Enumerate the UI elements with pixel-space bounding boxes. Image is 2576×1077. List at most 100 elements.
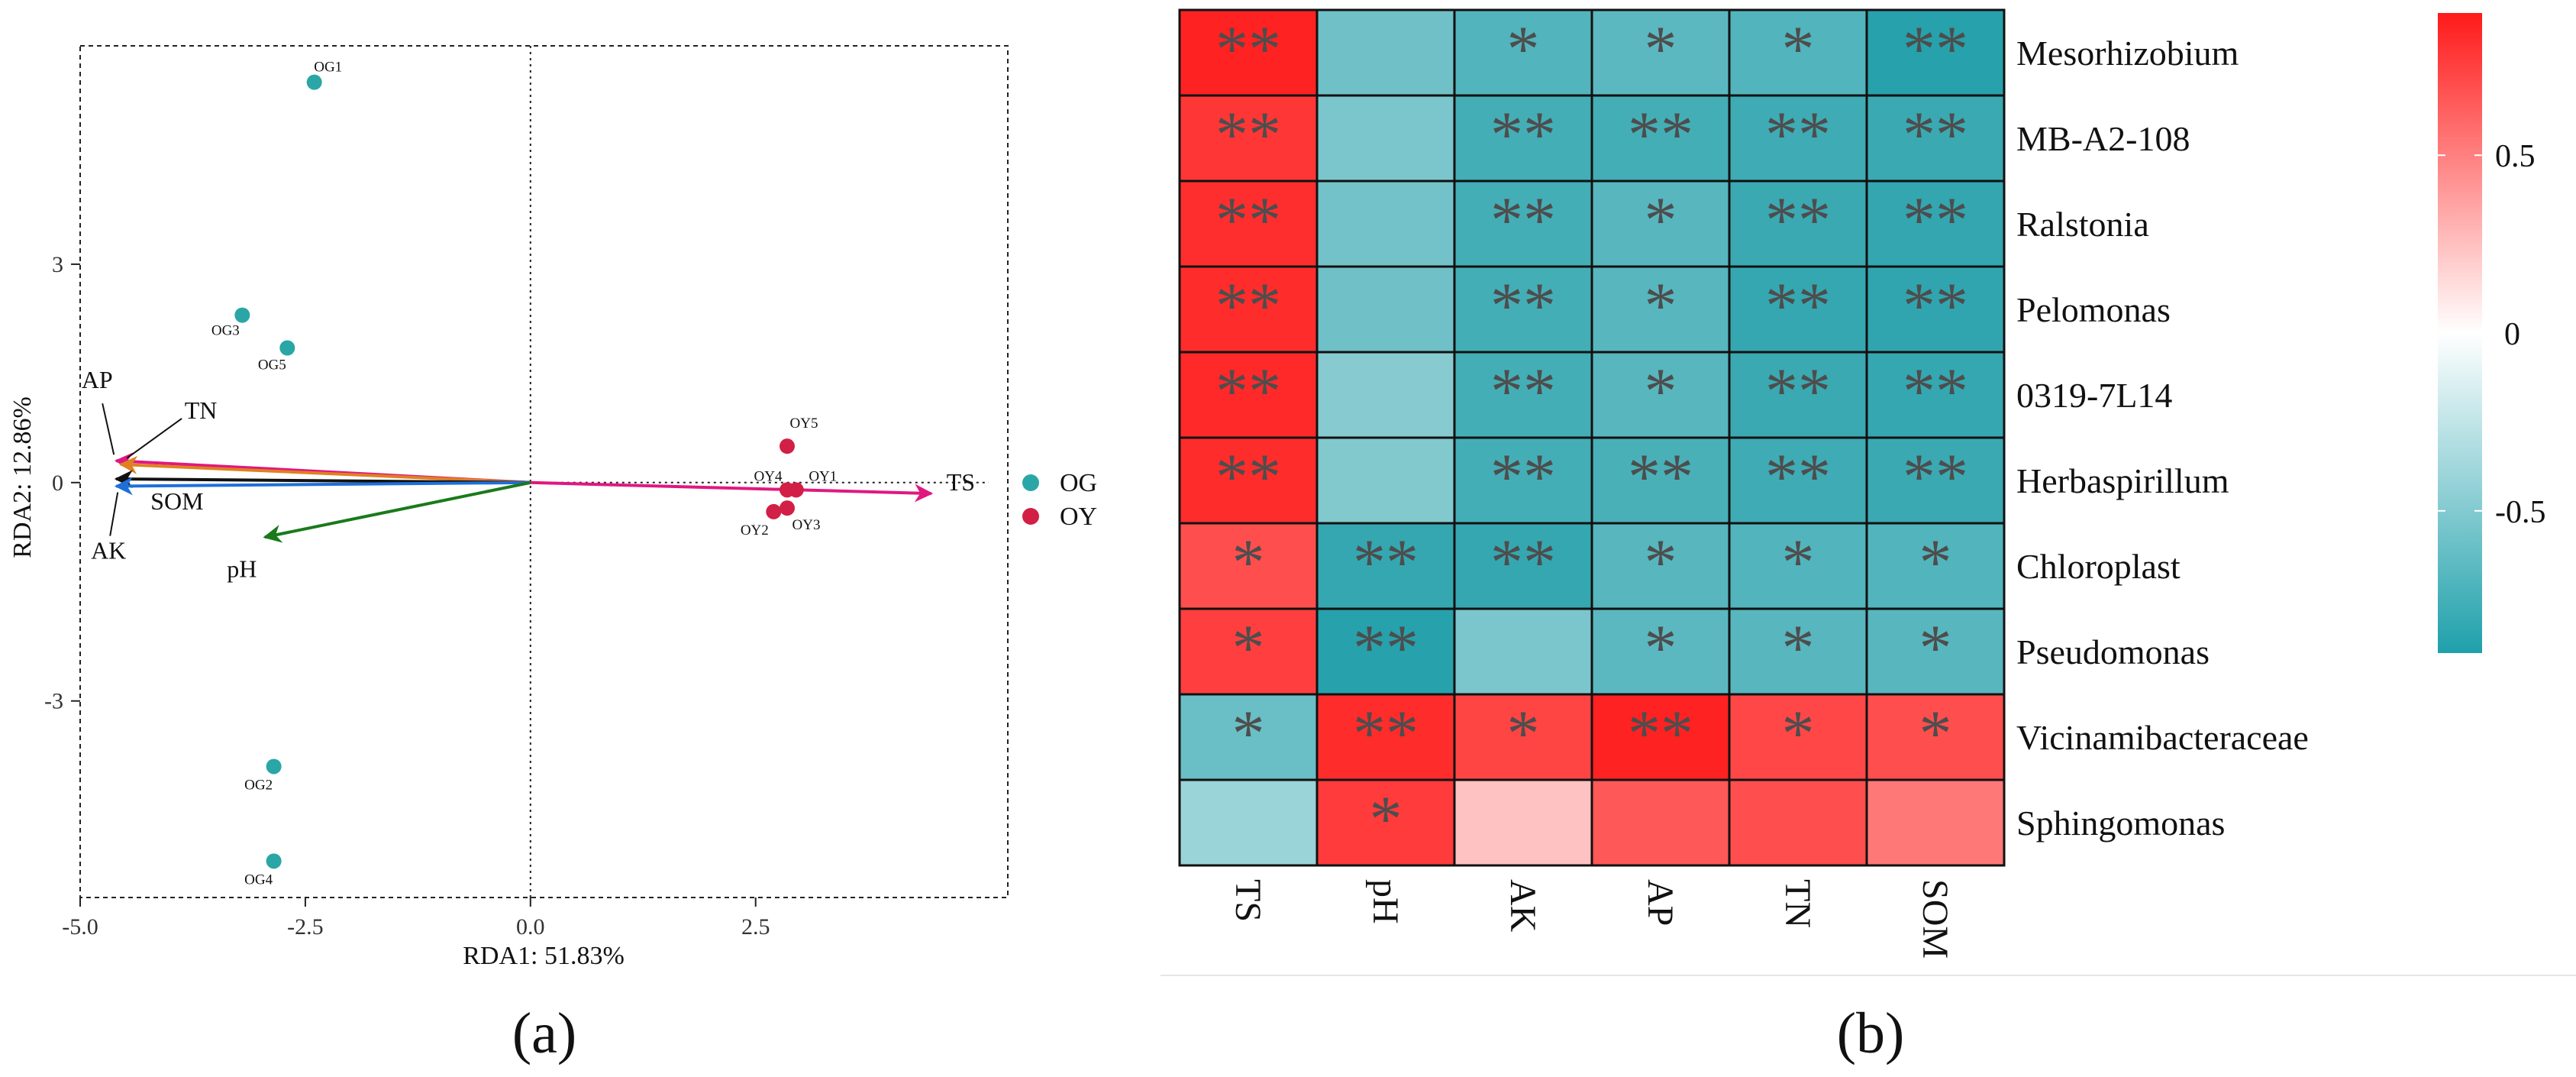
row-label: Herbaspirillum	[2016, 461, 2229, 500]
colorbar-tick-label: -0.5	[2495, 495, 2546, 530]
legend-marker-oy	[1022, 508, 1039, 525]
significance-marker: *	[1645, 354, 1677, 428]
heatmap-cell	[1315, 180, 1456, 268]
row-label: Mesorhizobium	[2016, 34, 2239, 73]
heatmap-cell	[1453, 607, 1593, 696]
heatmap-cell	[1178, 8, 1319, 97]
significance-marker: **	[1765, 98, 1831, 171]
heatmap-cell	[1590, 778, 1731, 867]
heatmap-cell	[1590, 8, 1731, 97]
significance-marker: **	[1215, 98, 1281, 171]
rda-plot-frame	[79, 45, 1009, 898]
heatmap-cell	[1865, 693, 2006, 781]
heatmap-cell	[1453, 778, 1593, 867]
vector-label-som: SOM	[150, 487, 203, 515]
heatmap-cell	[1728, 265, 1868, 354]
x-tick-label: -5.0	[62, 914, 98, 940]
rda-legend: OG OY	[1022, 469, 1097, 531]
vector-label-tn: TN	[185, 396, 218, 424]
vector-label-leader	[102, 403, 115, 455]
row-label: MB-A2-108	[2016, 119, 2190, 158]
column-label: AK	[1503, 879, 1543, 933]
significance-marker: *	[1782, 12, 1815, 86]
significance-marker: *	[1782, 526, 1815, 599]
significance-marker: *	[1645, 526, 1677, 599]
significance-marker: **	[1490, 269, 1556, 342]
significance-marker: *	[1782, 611, 1815, 684]
heatmap-cell	[1728, 693, 1868, 781]
vector-label-ts: TS	[947, 468, 975, 496]
point-label-oy3: OY3	[792, 517, 821, 533]
vector-ts	[530, 480, 934, 503]
heatmap-cell	[1728, 351, 1868, 439]
significance-marker: **	[1903, 183, 1968, 257]
row-label: Pseudomonas	[2016, 632, 2210, 671]
significance-marker: **	[1628, 440, 1693, 513]
column-label: TS	[1228, 879, 1268, 922]
y-tick-label: 3	[52, 252, 63, 277]
point-label-oy4: OY4	[754, 468, 783, 484]
heatmap-cell	[1315, 351, 1456, 439]
significance-marker: *	[1232, 526, 1265, 599]
rda-x-axis-label: RDA1: 51.83%	[463, 942, 625, 970]
significance-marker: **	[1215, 269, 1281, 342]
colorbar-tick-label: 0.5	[2495, 139, 2536, 174]
significance-marker: *	[1370, 782, 1403, 855]
colorbar-tick-label: 0	[2504, 317, 2520, 352]
heatmap-cell	[1590, 351, 1731, 439]
column-label: TN	[1777, 879, 1818, 928]
point-label-og5: OG5	[258, 357, 286, 373]
column-label: pH	[1365, 879, 1406, 924]
panel-label-b: (b)	[1837, 1001, 1905, 1066]
significance-marker: **	[1215, 440, 1281, 513]
vector-ak	[114, 477, 531, 496]
significance-marker: **	[1215, 183, 1281, 257]
y-tick-label: 0	[52, 471, 63, 496]
vector-ph	[263, 480, 531, 543]
heatmap-cell	[1453, 436, 1593, 525]
significance-marker: **	[1353, 526, 1419, 599]
point-og4	[266, 853, 282, 869]
heatmap-cell	[1865, 522, 2006, 610]
legend-label-og: OG	[1060, 469, 1097, 497]
significance-marker: *	[1919, 526, 1952, 599]
heatmap-cell	[1865, 436, 2006, 525]
heatmap-cell	[1178, 778, 1319, 867]
significance-marker: **	[1353, 697, 1419, 770]
heatmap-cell	[1728, 8, 1868, 97]
legend-marker-og	[1022, 474, 1039, 491]
legend-label-oy: OY	[1060, 503, 1097, 531]
significance-marker: *	[1232, 697, 1265, 770]
heatmap-cell	[1728, 180, 1868, 268]
correlation-heatmap: ** * * * **** ** ** ** **** ** * ** **** ** * ** **** ** *…	[1160, 8, 2576, 1066]
heatmap-cell	[1178, 436, 1319, 525]
heatmap-cell	[1453, 265, 1593, 354]
heatmap-cell	[1865, 607, 2006, 696]
heatmap-cell	[1728, 522, 1868, 610]
point-oy2	[766, 503, 782, 519]
heatmap-cell	[1865, 351, 2006, 439]
significance-marker: **	[1490, 183, 1556, 257]
row-label: Vicinamibacteraceae	[2016, 718, 2309, 757]
point-oy5	[779, 438, 795, 454]
panel-label-a: (a)	[512, 1001, 576, 1066]
heatmap-cell	[1865, 778, 2006, 867]
heatmap-cell	[1453, 180, 1593, 268]
point-oy3	[779, 500, 795, 516]
heatmap-cell	[1315, 8, 1456, 97]
significance-marker: *	[1507, 12, 1540, 86]
point-label-og3: OG3	[211, 323, 240, 339]
significance-marker: *	[1645, 269, 1677, 342]
vector-label-leader	[126, 418, 182, 459]
point-label-og4: OG4	[244, 872, 273, 888]
significance-marker: **	[1765, 183, 1831, 257]
row-label: Chloroplast	[2016, 547, 2181, 586]
significance-marker: *	[1782, 697, 1815, 770]
significance-marker: **	[1353, 611, 1419, 684]
x-tick-label: 2.5	[741, 914, 770, 940]
significance-marker: **	[1628, 697, 1693, 770]
column-label: SOM	[1915, 879, 1955, 959]
vector-label-ak: AK	[91, 537, 126, 564]
